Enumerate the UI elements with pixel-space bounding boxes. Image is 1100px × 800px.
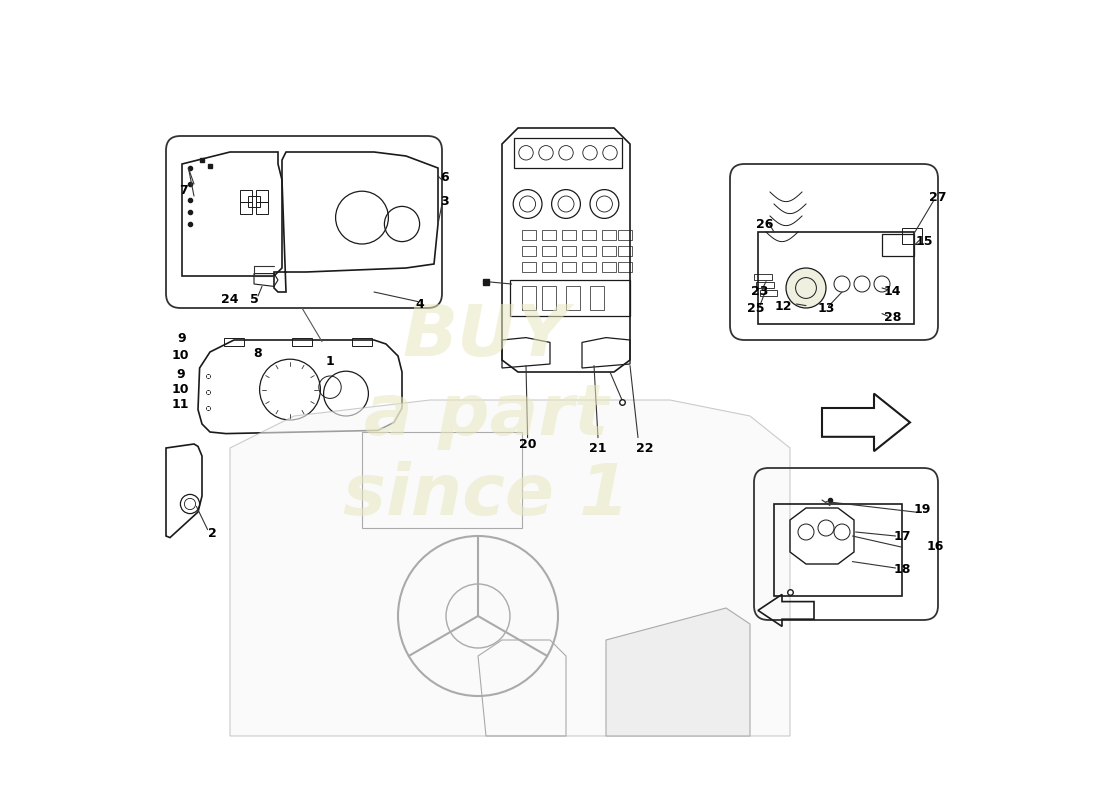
Text: BUY
a part
since 1: BUY a part since 1 (343, 302, 629, 530)
Text: 7: 7 (179, 184, 188, 197)
Bar (522, 230, 537, 240)
Text: 27: 27 (930, 191, 947, 204)
Bar (882, 234, 914, 256)
Bar (562, 230, 576, 240)
Bar (510, 280, 630, 316)
Bar (542, 246, 557, 256)
Text: 3: 3 (440, 195, 449, 208)
Bar (224, 338, 243, 346)
Bar (562, 246, 576, 256)
Bar (241, 190, 252, 202)
Bar (582, 246, 596, 256)
Bar (562, 262, 576, 272)
Circle shape (786, 268, 826, 308)
Bar (256, 190, 267, 202)
Text: 11: 11 (172, 398, 189, 411)
Text: 10: 10 (172, 350, 189, 362)
Bar (241, 202, 252, 214)
Text: 19: 19 (913, 503, 931, 516)
Bar (618, 246, 632, 256)
Text: 22: 22 (636, 442, 653, 454)
Bar (582, 230, 596, 240)
Text: 1: 1 (326, 355, 334, 368)
Bar (618, 230, 632, 240)
Text: 8: 8 (254, 347, 262, 360)
Bar (256, 202, 267, 214)
Text: 21: 21 (590, 442, 607, 454)
Text: 4: 4 (415, 298, 424, 310)
Text: 6: 6 (440, 171, 449, 184)
Bar (542, 286, 557, 310)
Text: 9: 9 (176, 368, 185, 381)
Text: 20: 20 (519, 438, 537, 450)
Polygon shape (606, 608, 750, 736)
Text: 18: 18 (893, 563, 911, 576)
Bar (618, 262, 632, 272)
Bar (514, 138, 622, 168)
Text: 28: 28 (883, 311, 901, 324)
Bar (602, 246, 616, 256)
Bar (590, 286, 604, 310)
Bar (602, 230, 616, 240)
Bar (293, 338, 311, 346)
Text: 24: 24 (221, 293, 239, 306)
Text: 13: 13 (817, 302, 835, 315)
Bar (522, 262, 537, 272)
Text: 10: 10 (172, 383, 189, 396)
Bar (249, 196, 260, 207)
Text: 16: 16 (927, 540, 944, 553)
Bar (522, 246, 537, 256)
Text: 26: 26 (756, 218, 773, 230)
Bar (757, 282, 774, 288)
Text: 2: 2 (208, 527, 217, 540)
Text: 12: 12 (774, 300, 792, 313)
Text: 14: 14 (883, 285, 901, 298)
Text: 25: 25 (747, 302, 764, 315)
Bar (582, 262, 596, 272)
Bar (542, 230, 557, 240)
Bar (542, 262, 557, 272)
Bar (758, 232, 914, 324)
Polygon shape (230, 400, 790, 736)
Text: 5: 5 (250, 293, 258, 306)
Bar (902, 228, 922, 244)
Text: 9: 9 (178, 332, 186, 345)
Bar (774, 504, 902, 596)
Text: 23: 23 (751, 285, 768, 298)
Bar (522, 286, 537, 310)
Text: 15: 15 (915, 235, 933, 248)
Bar (602, 262, 616, 272)
Bar (362, 432, 522, 528)
Bar (754, 274, 771, 280)
Bar (352, 338, 372, 346)
Bar (566, 286, 581, 310)
Text: 17: 17 (893, 530, 911, 542)
Bar (760, 290, 778, 296)
